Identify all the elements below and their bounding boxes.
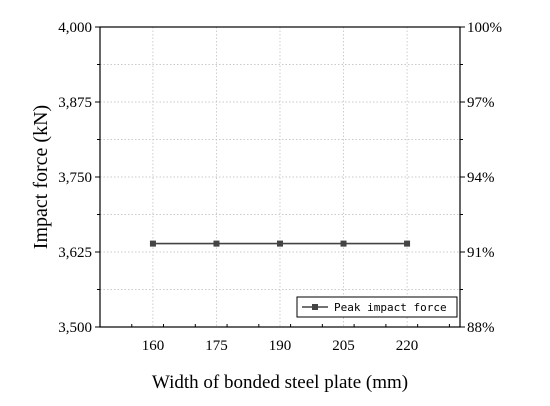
y2-tick-label: 94% xyxy=(467,170,495,186)
x-axis-title: Width of bonded steel plate (mm) xyxy=(152,372,408,393)
grid xyxy=(100,27,460,327)
data-point xyxy=(213,240,220,247)
x-tick-label: 190 xyxy=(269,338,292,354)
y-tick-label: 3,750 xyxy=(58,170,92,186)
x-tick-label: 175 xyxy=(205,338,228,354)
y2-tick-label: 88% xyxy=(467,320,495,336)
data-point xyxy=(404,240,411,247)
y2-tick-label: 91% xyxy=(467,245,495,261)
legend-marker xyxy=(312,304,318,310)
y-tick-label: 3,875 xyxy=(58,95,92,111)
axis-ticks: 160 175 190 205 220 3,500 3,625 3,750 3,875 4,000… xyxy=(58,20,502,354)
y-tick-label: 3,500 xyxy=(58,320,92,336)
y-tick-label: 4,000 xyxy=(58,20,92,36)
y-tick-label: 3,625 xyxy=(58,245,92,261)
y2-tick-label: 100% xyxy=(467,20,502,36)
legend-label: Peak impact force xyxy=(334,301,447,314)
data-point xyxy=(149,240,156,247)
x-tick-label: 205 xyxy=(332,338,355,354)
y2-tick-label: 97% xyxy=(467,95,495,111)
legend: Peak impact force xyxy=(296,296,458,318)
legend-box xyxy=(296,296,458,318)
data-point xyxy=(277,240,283,247)
x-tick-label: 220 xyxy=(396,338,419,354)
y-axis-title: Impact force (kN) xyxy=(30,105,52,249)
x-tick-label: 160 xyxy=(142,338,165,354)
data-point xyxy=(340,240,347,247)
series xyxy=(149,240,411,247)
